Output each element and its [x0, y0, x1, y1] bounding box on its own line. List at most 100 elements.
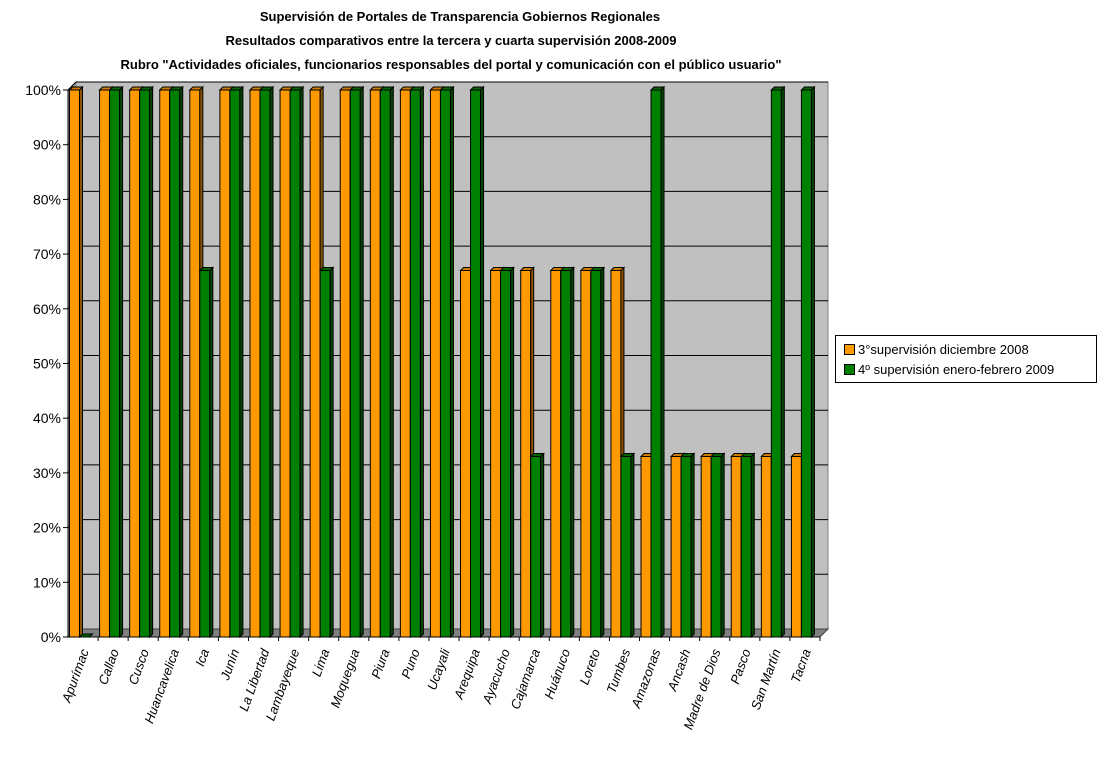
x-tick-label: Cajamarca	[507, 647, 543, 711]
bar	[710, 455, 722, 638]
chart-title-line-2: Resultados comparativos entre la tercera…	[226, 33, 677, 48]
bar	[590, 270, 602, 638]
bar-side	[540, 452, 545, 639]
bar	[790, 455, 802, 638]
bar	[580, 270, 592, 638]
x-tick-label: Arequipa	[451, 647, 483, 702]
bar-top	[679, 452, 696, 457]
bar-top	[770, 86, 786, 91]
bar	[309, 89, 321, 638]
bar-top	[469, 86, 485, 91]
bar	[429, 89, 441, 638]
bar-top	[559, 267, 575, 272]
y-tick-label: 20%	[33, 520, 61, 536]
bar-top	[709, 452, 726, 457]
y-tick-label: 10%	[33, 574, 61, 590]
y-tick-label: 30%	[33, 465, 61, 481]
x-tick-label: Ayacucho	[479, 647, 513, 707]
x-tick-label: San Martín	[748, 647, 784, 712]
bar	[259, 89, 271, 638]
legend-label-series-1: 3°supervisión diciembre 2008	[858, 342, 1029, 357]
bar-top	[409, 86, 425, 91]
legend-swatch-orange	[844, 344, 855, 356]
x-tick-label: Apurímac	[58, 646, 92, 705]
plot-area: 0% 10% 20% 30% 40% 50% 60% 70% 80% 90% 100% Apuríma…	[25, 80, 830, 731]
bar	[460, 270, 472, 638]
bar-top	[740, 452, 756, 457]
x-tick-label: Ancash	[664, 647, 693, 694]
bar-side	[660, 85, 665, 639]
y-tick-label: 0%	[41, 629, 61, 645]
chart-title-line-1: Supervisión de Portales de Transparencia…	[260, 9, 660, 24]
bar	[139, 89, 151, 638]
legend-swatch-green	[844, 364, 855, 376]
bar-side	[419, 85, 424, 639]
bar	[249, 89, 261, 638]
bar	[279, 89, 291, 638]
bar	[470, 89, 482, 638]
bar	[730, 455, 742, 638]
x-tick-label: Puno	[398, 647, 422, 681]
y-tick-label: 50%	[33, 356, 61, 372]
x-tick-label: Tumbes	[603, 646, 633, 695]
bar	[339, 89, 351, 638]
bar	[399, 89, 411, 638]
bar	[109, 89, 121, 638]
bar-top	[529, 452, 545, 457]
bar-top	[519, 267, 535, 272]
x-tick-label: Lima	[309, 647, 333, 679]
bar-top	[258, 86, 275, 91]
bar	[129, 89, 141, 638]
x-tick-label: Pasco	[727, 647, 753, 686]
bar-top	[379, 86, 395, 91]
x-tick-label: Ucayali	[424, 646, 453, 692]
bar-side	[359, 85, 364, 639]
bar-top	[649, 86, 666, 91]
x-tick-label: Loreto	[577, 647, 604, 687]
bar-top	[499, 267, 515, 272]
bar	[369, 89, 381, 638]
bar	[319, 270, 331, 638]
bar	[550, 270, 562, 638]
bar	[740, 455, 752, 638]
x-tick-label: Moquegua	[327, 647, 362, 710]
bar	[700, 455, 712, 638]
bar	[620, 455, 632, 638]
x-tick-label: Junín	[217, 647, 242, 683]
y-tick-label: 80%	[33, 191, 61, 207]
bar	[189, 89, 201, 638]
y-tick-label: 90%	[33, 137, 61, 153]
x-tick-label: Callao	[95, 647, 122, 687]
bar	[800, 89, 812, 638]
bar	[199, 270, 211, 638]
bar-side	[239, 85, 244, 639]
gridline-side	[67, 81, 77, 91]
bar	[78, 633, 94, 638]
bar	[169, 89, 181, 638]
bar	[530, 455, 542, 638]
bar-top	[168, 86, 184, 91]
bar	[69, 89, 80, 638]
bar-side	[149, 85, 154, 639]
bar	[640, 455, 652, 638]
bar-side	[119, 85, 124, 639]
bar-side	[780, 85, 785, 639]
bar	[349, 89, 361, 638]
bar	[670, 455, 682, 638]
chart-title: Supervisión de Portales de Transparencia…	[120, 9, 781, 72]
bar	[159, 89, 171, 638]
y-tick-label: 40%	[33, 410, 61, 426]
bar-top	[800, 86, 816, 91]
bar	[680, 455, 692, 638]
bar-top	[188, 86, 205, 91]
bar-side	[389, 85, 394, 639]
legend-item-series-2: 4º supervisión enero-febrero 2009	[844, 362, 1054, 378]
x-tick-label: Amazonas	[628, 646, 664, 710]
bar	[439, 89, 451, 638]
legend-item-series-1: 3°supervisión diciembre 2008	[844, 342, 1029, 358]
bar	[409, 89, 421, 638]
bar	[770, 89, 782, 638]
bar	[610, 270, 622, 638]
bar-top	[108, 86, 124, 91]
